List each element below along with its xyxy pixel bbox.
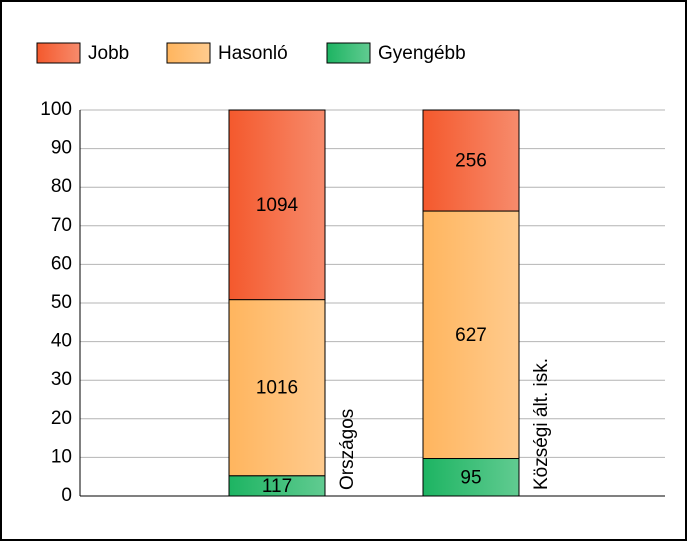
y-tick-label: 40 bbox=[51, 331, 72, 352]
legend-swatch bbox=[326, 42, 371, 64]
data-label: 95 bbox=[460, 467, 481, 488]
bar-segment bbox=[228, 109, 326, 301]
bar-segment bbox=[228, 299, 326, 477]
legend-label: Hasonló bbox=[218, 43, 288, 64]
bar-segment bbox=[422, 458, 520, 497]
legend-swatch bbox=[36, 42, 81, 64]
legend-swatch bbox=[166, 42, 211, 64]
y-tick-label: 0 bbox=[61, 485, 72, 506]
y-tick-label: 20 bbox=[51, 408, 72, 429]
x-tick-label: Községi ált. isk. bbox=[531, 358, 552, 490]
legend-label: Gyengébb bbox=[378, 43, 466, 64]
y-tick-label: 100 bbox=[40, 99, 72, 120]
y-tick-label: 30 bbox=[51, 369, 72, 390]
data-label: 1094 bbox=[256, 195, 299, 216]
bar-segment bbox=[422, 210, 520, 460]
data-label: 117 bbox=[262, 476, 292, 497]
data-label: 1016 bbox=[256, 378, 298, 399]
bar-segment bbox=[422, 109, 520, 212]
x-tick-label: Országos bbox=[337, 409, 358, 490]
y-tick-label: 70 bbox=[51, 215, 72, 236]
y-tick-label: 80 bbox=[51, 176, 72, 197]
data-label: 256 bbox=[455, 151, 487, 172]
y-tick-label: 10 bbox=[51, 446, 72, 467]
y-tick-label: 50 bbox=[51, 292, 72, 313]
y-tick-label: 60 bbox=[51, 253, 72, 274]
data-label: 627 bbox=[455, 325, 487, 346]
legend-label: Jobb bbox=[88, 43, 129, 64]
y-tick-label: 90 bbox=[51, 138, 72, 159]
